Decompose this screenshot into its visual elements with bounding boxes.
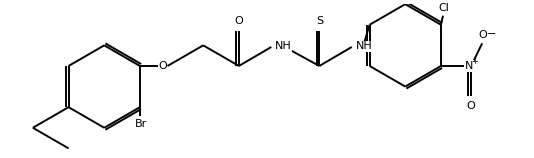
Text: +: + <box>472 57 478 66</box>
Text: N: N <box>465 61 473 71</box>
Text: S: S <box>316 16 323 26</box>
Text: −: − <box>486 29 496 39</box>
Text: O: O <box>234 16 244 26</box>
Text: O: O <box>466 101 475 111</box>
Text: NH: NH <box>275 41 292 51</box>
Text: NH: NH <box>356 41 372 51</box>
Text: O: O <box>158 61 167 71</box>
Text: Br: Br <box>135 119 147 129</box>
Text: Cl: Cl <box>439 3 450 13</box>
Text: O: O <box>478 30 488 40</box>
